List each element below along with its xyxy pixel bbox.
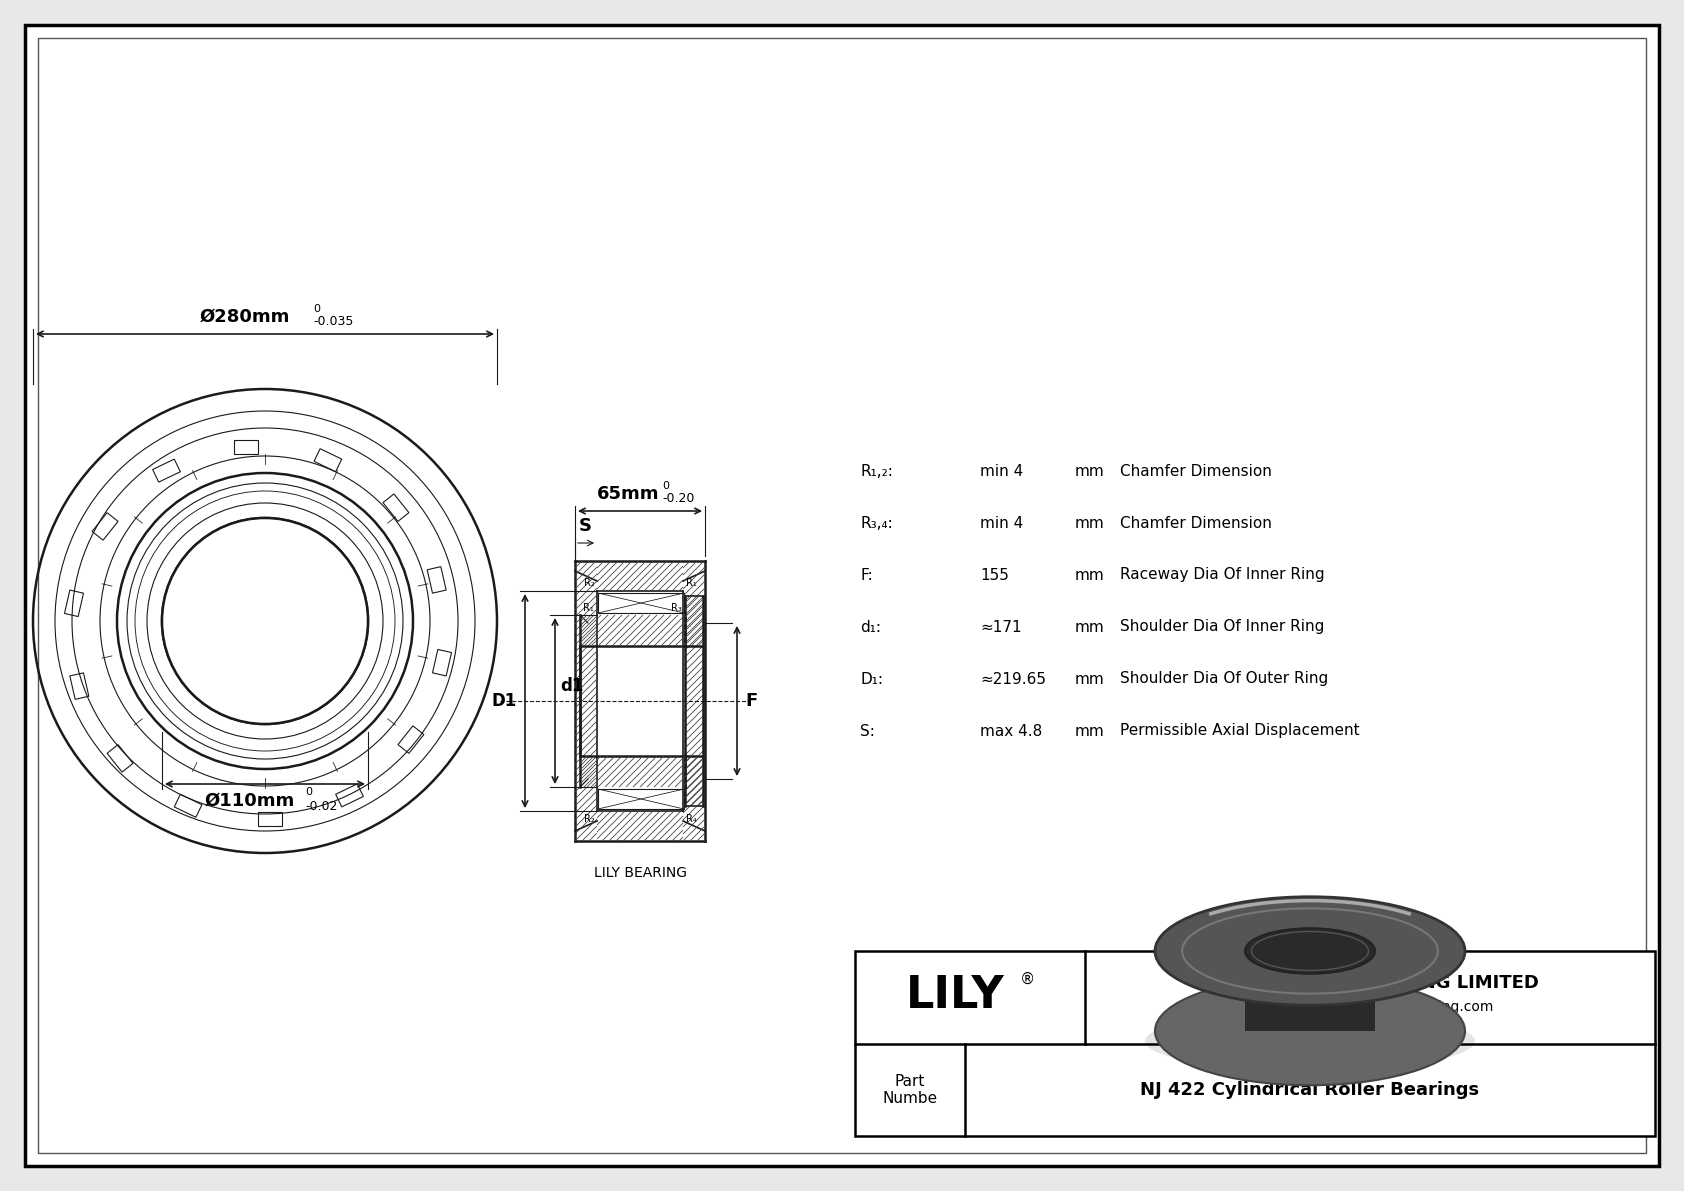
Ellipse shape xyxy=(1155,977,1465,1085)
Text: Permissible Axial Displacement: Permissible Axial Displacement xyxy=(1120,723,1359,738)
Bar xyxy=(397,725,424,754)
Text: NJ 422 Cylindrical Roller Bearings: NJ 422 Cylindrical Roller Bearings xyxy=(1140,1080,1480,1099)
Text: Raceway Dia Of Inner Ring: Raceway Dia Of Inner Ring xyxy=(1120,567,1325,582)
Text: -0.20: -0.20 xyxy=(662,492,694,505)
Text: 0: 0 xyxy=(662,481,669,491)
Text: d1: d1 xyxy=(561,676,583,696)
Text: Chamfer Dimension: Chamfer Dimension xyxy=(1120,463,1271,479)
Bar xyxy=(433,649,451,676)
Bar xyxy=(93,512,118,541)
Text: max 4.8: max 4.8 xyxy=(980,723,1042,738)
Bar xyxy=(598,788,684,809)
Ellipse shape xyxy=(1244,928,1376,974)
Text: R₂: R₂ xyxy=(584,813,594,824)
Circle shape xyxy=(162,518,369,724)
Bar xyxy=(153,459,180,482)
Text: d₁:: d₁: xyxy=(861,619,881,635)
Text: R₃,₄:: R₃,₄: xyxy=(861,516,893,530)
Text: S: S xyxy=(579,517,591,535)
Text: mm: mm xyxy=(1074,619,1105,635)
Text: Ø110mm: Ø110mm xyxy=(205,792,295,810)
Text: mm: mm xyxy=(1074,672,1105,686)
Bar xyxy=(108,744,133,772)
Text: R₁,₂:: R₁,₂: xyxy=(861,463,893,479)
Text: Part
Numbe: Part Numbe xyxy=(882,1073,938,1106)
Bar xyxy=(173,794,202,817)
Text: Ø280mm: Ø280mm xyxy=(200,308,290,326)
Ellipse shape xyxy=(1145,1011,1475,1071)
Text: 155: 155 xyxy=(980,567,1009,582)
Bar xyxy=(64,590,84,617)
Bar xyxy=(1244,950,1376,1031)
Text: LILY BEARING: LILY BEARING xyxy=(593,866,687,880)
Text: Shoulder Dia Of Inner Ring: Shoulder Dia Of Inner Ring xyxy=(1120,619,1324,635)
Text: min 4: min 4 xyxy=(980,463,1024,479)
Text: R₁: R₁ xyxy=(685,578,697,588)
Text: LILY: LILY xyxy=(906,974,1004,1017)
Bar xyxy=(598,593,684,613)
Text: D1: D1 xyxy=(492,692,517,710)
Text: -0.035: -0.035 xyxy=(313,314,354,328)
Text: mm: mm xyxy=(1074,567,1105,582)
Bar xyxy=(313,449,342,472)
Text: SHANGHAI LILY BEARING LIMITED: SHANGHAI LILY BEARING LIMITED xyxy=(1201,974,1539,992)
Bar xyxy=(855,950,1655,1136)
Text: -0.02: -0.02 xyxy=(305,800,337,813)
Text: Chamfer Dimension: Chamfer Dimension xyxy=(1120,516,1271,530)
Bar xyxy=(382,494,409,522)
Text: R₂: R₂ xyxy=(584,578,594,588)
Text: min 4: min 4 xyxy=(980,516,1024,530)
Text: R₄: R₄ xyxy=(685,813,697,824)
Text: ≈219.65: ≈219.65 xyxy=(980,672,1046,686)
Bar xyxy=(69,673,89,699)
Text: mm: mm xyxy=(1074,463,1105,479)
Text: Email: lilybearing@lily-bearing.com: Email: lilybearing@lily-bearing.com xyxy=(1246,1000,1494,1015)
Text: D₁:: D₁: xyxy=(861,672,882,686)
Bar xyxy=(428,567,446,593)
Text: 0: 0 xyxy=(305,787,312,797)
Bar xyxy=(234,439,258,454)
Bar xyxy=(335,784,364,806)
Text: Shoulder Dia Of Outer Ring: Shoulder Dia Of Outer Ring xyxy=(1120,672,1329,686)
Text: 65mm: 65mm xyxy=(596,485,658,503)
Text: S:: S: xyxy=(861,723,876,738)
Text: ®: ® xyxy=(1021,972,1036,987)
Bar xyxy=(258,812,281,827)
Text: F: F xyxy=(744,692,758,710)
Text: 0: 0 xyxy=(313,304,320,314)
Text: mm: mm xyxy=(1074,516,1105,530)
Ellipse shape xyxy=(1155,897,1465,1005)
Text: ≈171: ≈171 xyxy=(980,619,1022,635)
Text: R₁: R₁ xyxy=(583,603,594,613)
Text: F:: F: xyxy=(861,567,872,582)
Text: R₃: R₃ xyxy=(672,603,682,613)
Text: mm: mm xyxy=(1074,723,1105,738)
